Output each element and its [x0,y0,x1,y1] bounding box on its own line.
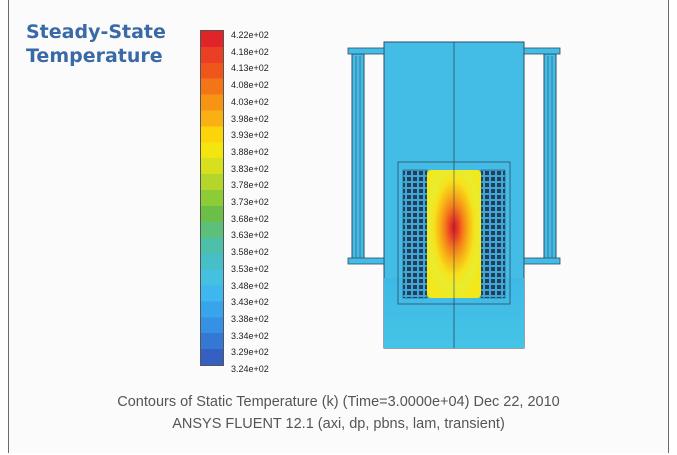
figure-panel [8,0,669,453]
figure-title: Steady-State Temperature [26,20,166,68]
colorbar-tick-label: 4.13e+02 [231,63,269,74]
colorbar-tick-label: 3.29e+02 [231,347,269,358]
colorbar-tick-label: 3.43e+02 [231,297,269,308]
colorbar-tick-label: 3.93e+02 [231,130,269,141]
colorbar-labels: 4.22e+02 4.18e+02 4.13e+02 4.08e+02 4.03e+02… [231,24,291,374]
temperature-contour-plot [347,41,561,349]
left-top-pipe [347,47,385,55]
left-winding [402,169,428,299]
right-top-pipe [523,47,561,55]
colorbar-tick-label: 3.73e+02 [231,197,269,207]
colorbar-tick-label: 4.18e+02 [231,46,269,57]
colorbar-tick-label: 3.58e+02 [231,247,269,258]
title-line-2: Temperature [26,45,163,67]
colorbar-tick-label: 3.78e+02 [231,180,269,191]
right-winding [480,169,506,299]
left-bottom-pipe [347,257,385,265]
colorbar-tick-label: 3.63e+02 [231,230,269,241]
caption-line-2: ANSYS FLUENT 12.1 (axi, dp, pbns, lam, t… [172,416,505,432]
temperature-colorbar [200,30,224,366]
title-line-1: Steady-State [26,21,166,43]
left-radiator [351,53,365,263]
colorbar-tick-label: 3.48e+02 [231,280,269,291]
colorbar-tick-label: 3.88e+02 [231,146,269,157]
colorbar-tick-label: 3.98e+02 [231,113,269,124]
colorbar-tick-label: 4.22e+02 [231,30,269,40]
right-radiator [543,53,557,263]
colorbar-tick-label: 3.34e+02 [231,330,269,341]
right-bottom-pipe [523,257,561,265]
caption-line-1: Contours of Static Temperature (k) (Time… [117,394,560,410]
colorbar-tick-label: 3.24e+02 [231,364,269,374]
colorbar-tick-label: 4.03e+02 [231,96,269,107]
colorbar-tick-label: 3.38e+02 [231,313,269,324]
colorbar-tick-label: 4.08e+02 [231,80,269,91]
colorbar-tick-label: 3.83e+02 [231,163,269,174]
colorbar-tick-label: 3.53e+02 [231,263,269,274]
core-region [397,161,511,305]
colorbar-tick-label: 3.68e+02 [231,213,269,224]
